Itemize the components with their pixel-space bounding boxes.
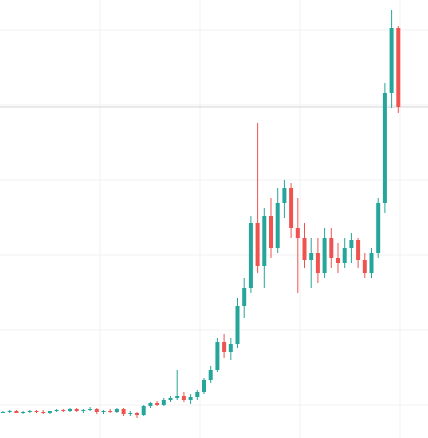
candle-body xyxy=(382,93,387,203)
candle-body xyxy=(161,400,166,405)
candle-body xyxy=(61,410,66,411)
candle-body xyxy=(202,380,206,392)
candle-body xyxy=(175,396,180,398)
candle-body xyxy=(148,403,153,406)
candle-body xyxy=(222,342,227,352)
candle-body xyxy=(135,413,139,415)
candle-body xyxy=(376,203,381,253)
candle-body xyxy=(114,409,119,412)
candle-body xyxy=(128,413,133,414)
candle-body xyxy=(195,392,200,397)
candle-body xyxy=(168,398,173,400)
candle-body xyxy=(94,409,99,412)
candle-body xyxy=(14,411,19,413)
candle-body xyxy=(342,248,347,263)
candle-body xyxy=(54,410,59,411)
candle-body xyxy=(289,188,294,228)
candle-body xyxy=(255,223,260,266)
candle-body xyxy=(181,396,186,400)
candle-body xyxy=(81,410,86,411)
candle-body xyxy=(141,406,146,415)
candle-body xyxy=(47,411,52,413)
candle-body xyxy=(396,28,401,107)
candle-body xyxy=(349,240,354,248)
candle-body xyxy=(88,409,93,410)
candle-body xyxy=(242,288,247,306)
candle-body xyxy=(155,403,160,405)
candle-body xyxy=(269,216,273,248)
candle-body xyxy=(275,203,280,248)
candle-body xyxy=(68,409,72,411)
candle-body xyxy=(322,238,327,273)
candle-body xyxy=(282,188,287,203)
candle-body xyxy=(108,411,113,412)
candle-body xyxy=(121,409,126,414)
candle-body xyxy=(1,412,5,413)
candle-body xyxy=(101,411,106,412)
candle-body xyxy=(34,411,39,412)
candle-body xyxy=(248,223,253,288)
candle-body xyxy=(21,412,26,413)
candle-body xyxy=(389,28,394,93)
candle-body xyxy=(309,253,314,260)
candle-body xyxy=(295,228,300,238)
candle-body xyxy=(336,258,340,263)
candle-body xyxy=(41,412,46,413)
candle-body xyxy=(215,342,220,370)
candle-body xyxy=(188,397,193,400)
candle-body xyxy=(262,216,267,266)
candle-body xyxy=(27,411,32,412)
candle-body xyxy=(74,409,79,411)
candle-body xyxy=(208,370,213,380)
candle-body xyxy=(228,344,233,352)
candle-body xyxy=(356,240,361,260)
candle-body xyxy=(315,253,320,273)
candle-body xyxy=(302,238,307,260)
candle-body xyxy=(7,411,12,412)
candle-body xyxy=(362,260,367,273)
candle-body xyxy=(369,253,374,273)
candle-body xyxy=(235,306,240,344)
candle-body xyxy=(329,238,334,258)
